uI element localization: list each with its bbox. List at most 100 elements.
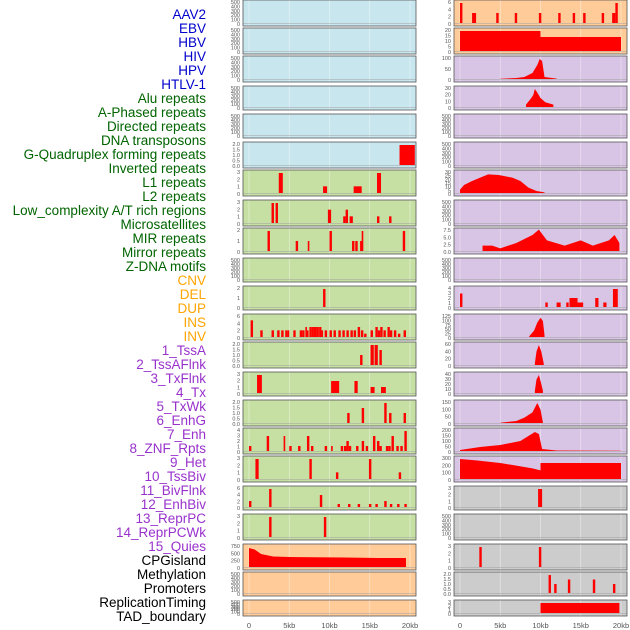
y-tick-label: 500 xyxy=(231,86,240,92)
bar xyxy=(404,504,407,507)
y-tick-label: 3 xyxy=(237,170,240,176)
bar xyxy=(340,446,344,451)
y-tick-label: 0 xyxy=(237,278,240,284)
panel-frame xyxy=(242,141,417,169)
bar-area xyxy=(529,317,545,337)
y-tick-label: 1 xyxy=(448,499,451,505)
row-label: MIR repeats xyxy=(132,231,206,246)
y-tick-label: 200 xyxy=(231,607,240,613)
bar-area xyxy=(526,89,554,107)
row-label: CNV xyxy=(177,273,206,288)
y-tick-label: 300 xyxy=(231,37,240,43)
bar xyxy=(398,472,402,479)
row-label: Microsatellites xyxy=(120,217,206,232)
y-tick-label: 0 xyxy=(237,22,240,28)
y-tick-label: 400 xyxy=(231,118,240,124)
bar xyxy=(343,446,347,451)
row-label: ReplicationTiming xyxy=(99,595,206,610)
row-label: 14_ReprPCWk xyxy=(115,525,206,540)
y-tick-label: 0 xyxy=(237,478,240,484)
x-tick-label: 20kb xyxy=(402,621,418,630)
bar xyxy=(370,345,374,365)
bar xyxy=(323,289,326,307)
y-tick-label: 500 xyxy=(231,56,240,62)
bar xyxy=(377,330,381,337)
y-tick-label: 50 xyxy=(445,67,451,73)
bar xyxy=(269,517,272,537)
bar xyxy=(387,327,390,337)
bar xyxy=(331,381,340,393)
y-tick-label: 200 xyxy=(442,155,451,161)
y-tick-label: 3 xyxy=(448,600,451,606)
bar xyxy=(289,446,292,451)
panel-frame xyxy=(242,427,417,455)
bar xyxy=(566,302,569,307)
y-tick-label: 0 xyxy=(448,506,451,512)
y-tick-label: 0 xyxy=(237,450,240,456)
bar xyxy=(375,327,378,337)
y-tick-label: 300 xyxy=(231,605,240,611)
y-tick-label: 200 xyxy=(442,428,451,434)
y-tick-label: 3 xyxy=(237,434,240,440)
bar xyxy=(397,504,400,507)
bar xyxy=(361,441,365,451)
bar xyxy=(267,231,270,251)
bar xyxy=(327,209,332,223)
y-tick-label: 300 xyxy=(442,523,451,529)
bar xyxy=(338,330,341,337)
bar xyxy=(376,441,380,451)
y-tick-label: 100 xyxy=(442,532,451,538)
bar xyxy=(324,446,328,451)
row-label: Directed repeats xyxy=(106,119,206,134)
row-label: HBV xyxy=(178,35,206,50)
y-tick-label: 2 xyxy=(448,551,451,557)
bar xyxy=(343,216,346,223)
bar xyxy=(311,327,314,337)
bar xyxy=(357,327,361,337)
y-tick-label: 2 xyxy=(237,228,240,234)
bar xyxy=(567,579,571,593)
y-tick-label: 20 xyxy=(445,28,451,34)
y-tick-label: 200 xyxy=(442,126,451,132)
y-tick-label: 0 xyxy=(448,50,451,56)
y-tick-label: 3 xyxy=(237,200,240,206)
row-label: 8_ZNF_Rpts xyxy=(129,441,206,456)
y-tick-label: 0 xyxy=(237,336,240,342)
bar xyxy=(355,241,358,251)
y-tick-label: 200 xyxy=(442,527,451,533)
bar xyxy=(278,173,283,193)
row-label: 11_BivFlnk xyxy=(140,483,206,498)
y-tick-label: 100 xyxy=(231,610,240,616)
y-tick-label: 0 xyxy=(448,192,451,198)
panel-frame xyxy=(453,513,628,541)
bar xyxy=(323,517,327,537)
x-tick-label: 0 xyxy=(247,621,251,630)
bar xyxy=(299,330,303,337)
row-label: 4_Tx xyxy=(175,385,206,400)
x-tick-label: 20kb xyxy=(613,621,629,630)
panel: 2 1 0 xyxy=(237,227,417,256)
bar xyxy=(360,330,364,337)
panel-frame xyxy=(453,399,628,427)
bar xyxy=(269,489,272,507)
bar xyxy=(496,13,499,23)
y-tick-label: 30 xyxy=(445,377,451,383)
y-tick-label: 100 xyxy=(442,274,451,280)
y-tick-label: 0 xyxy=(448,222,451,228)
bar xyxy=(379,350,382,365)
panel-frame xyxy=(453,55,628,83)
panel-frame xyxy=(242,341,417,369)
y-tick-label: 500 xyxy=(231,572,240,578)
bar xyxy=(368,504,372,507)
y-tick-label: 0 xyxy=(448,536,451,542)
y-tick-label: 2 xyxy=(448,296,451,302)
y-tick-label: 100 xyxy=(442,471,451,477)
y-tick-label: 0 xyxy=(237,506,240,512)
y-tick-label: 0 xyxy=(237,134,240,140)
